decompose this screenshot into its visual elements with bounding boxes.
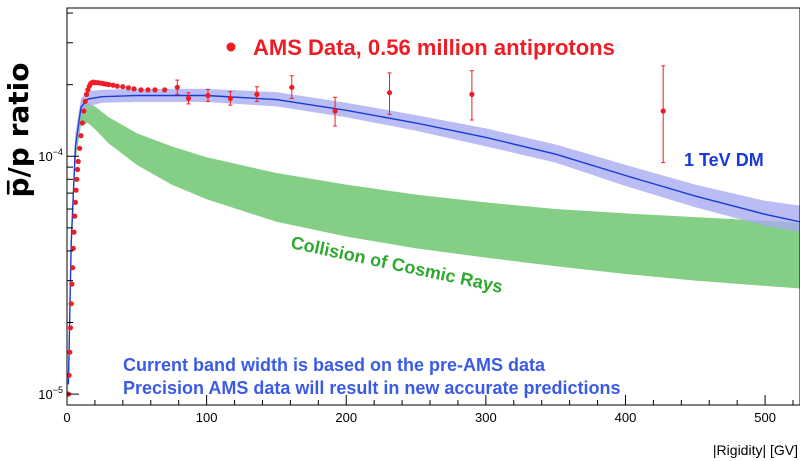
data-point [660, 108, 666, 114]
dm-band [68, 88, 800, 395]
dm-central-line [67, 94, 800, 385]
data-point [82, 98, 88, 104]
x-tick-label: 200 [335, 410, 357, 425]
data-point [72, 199, 78, 205]
y-tick-label: 10−5 [38, 385, 63, 402]
legend: AMS Data, 0.56 million antiprotons [226, 35, 615, 60]
legend-marker [226, 42, 236, 52]
note-line-2: Precision AMS data will result in new ac… [123, 378, 620, 398]
data-point [386, 90, 393, 96]
x-tick-label: 0 [63, 410, 70, 425]
data-point [174, 84, 180, 90]
legend-label: AMS Data, 0.56 million antiprotons [253, 35, 615, 60]
data-point [110, 82, 116, 88]
cosmic-ray-band [68, 102, 800, 395]
data-point [69, 281, 75, 287]
data-point [74, 166, 81, 173]
data-point [67, 325, 74, 331]
data-point [68, 301, 74, 307]
data-point [79, 120, 85, 126]
plot-frame [66, 7, 800, 406]
data-point [114, 83, 120, 89]
data-point [254, 91, 260, 97]
data-point [469, 91, 475, 97]
y-axis-label: p̅/p ratio [2, 63, 35, 198]
data-point [106, 82, 112, 88]
data-point [145, 87, 151, 93]
bands-layer [67, 88, 800, 395]
data-point [72, 213, 78, 219]
data-point [138, 87, 144, 93]
data-point [162, 87, 168, 93]
data-point [227, 95, 233, 101]
data-points-layer [67, 65, 666, 397]
x-tick-label: 500 [754, 410, 776, 425]
note-line-1: Current band width is based on the pre-A… [123, 355, 546, 375]
data-point [75, 158, 81, 165]
x-tick-label: 400 [615, 410, 637, 425]
data-point [67, 372, 72, 378]
x-axis-label: |Rigidity| [GV] [713, 442, 798, 458]
x-tick-label: 300 [475, 410, 497, 425]
data-point [185, 95, 192, 101]
data-point [289, 84, 295, 90]
x-tick-label: 100 [196, 410, 218, 425]
data-point [205, 92, 211, 99]
data-point [70, 265, 76, 271]
data-point [70, 245, 76, 251]
data-point [83, 91, 90, 97]
data-point [77, 145, 83, 151]
y-tick-label: 10−4 [38, 147, 63, 164]
axes-layer: 0 100 200 300 400 500 10−5 10−4 [38, 12, 794, 425]
data-point [332, 108, 338, 114]
data-point [152, 87, 158, 93]
data-point [81, 108, 87, 114]
dm-label: 1 TeV DM [684, 150, 764, 170]
data-point [67, 349, 73, 355]
data-point [120, 84, 126, 90]
data-point [73, 187, 79, 193]
data-point [125, 85, 131, 91]
data-point [74, 176, 80, 182]
data-point [78, 133, 84, 139]
data-point [131, 86, 137, 92]
data-point [71, 229, 77, 235]
